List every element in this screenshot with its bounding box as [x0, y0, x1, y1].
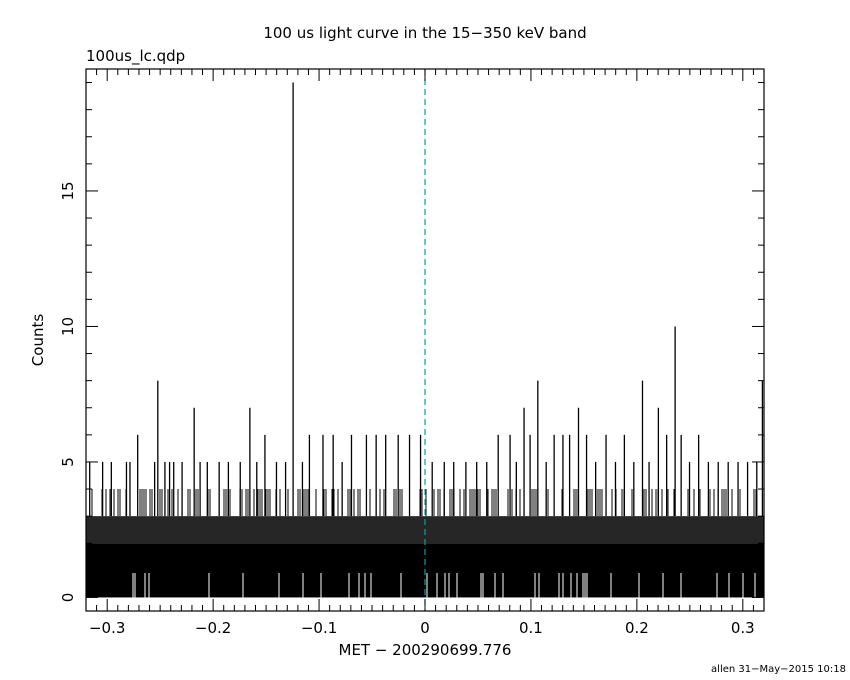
- chart-title: 100 us light curve in the 15−350 keV ban…: [263, 24, 586, 42]
- x-tick-label: −0.3: [89, 619, 125, 637]
- y-axis-ticks: 0 5 10 15: [59, 82, 764, 603]
- x-tick-label: 0.3: [731, 619, 755, 637]
- y-tick-label: 5: [59, 457, 77, 467]
- file-label: 100us_lc.qdp: [86, 47, 185, 66]
- x-tick-label: 0.2: [625, 619, 649, 637]
- y-tick-label: 10: [59, 317, 77, 336]
- footer-stamp: allen 31−May−2015 10:18: [711, 664, 846, 675]
- x-axis-ticks: −0.3 −0.2 −0.1 0 0.1 0.2 0.3: [85, 69, 765, 637]
- x-tick-label: 0.1: [519, 619, 543, 637]
- x-axis-label: MET − 200290699.776: [339, 641, 512, 659]
- y-tick-label: 0: [59, 593, 77, 603]
- noise-fill: [86, 516, 764, 598]
- x-tick-label: −0.1: [301, 619, 337, 637]
- x-tick-label: 0: [420, 619, 430, 637]
- y-axis-label: Counts: [29, 314, 47, 367]
- x-tick-label: −0.2: [195, 619, 231, 637]
- count-spikes: [89, 82, 764, 517]
- y-tick-label: 15: [59, 181, 77, 200]
